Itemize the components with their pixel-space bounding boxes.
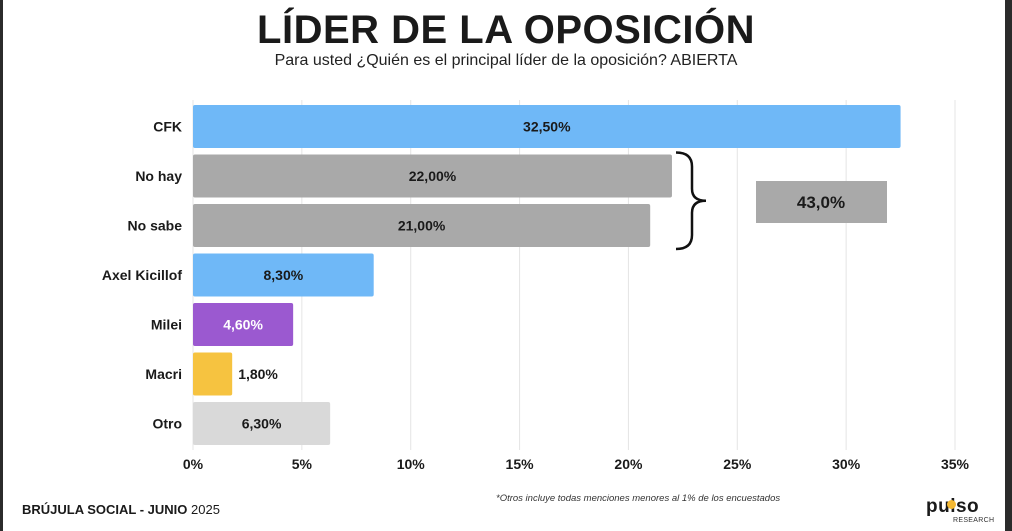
x-tick-label: 15% — [506, 456, 535, 472]
category-label: No sabe — [128, 218, 183, 234]
chart-subtitle: Para usted ¿Quién es el principal líder … — [274, 52, 738, 69]
value-label: 8,30% — [263, 267, 303, 283]
category-label: Milei — [151, 317, 182, 333]
x-tick-label: 35% — [941, 456, 970, 472]
category-label: Otro — [152, 416, 182, 432]
x-tick-label: 30% — [832, 456, 861, 472]
value-label: 32,50% — [523, 119, 571, 135]
pulso-logo: pulso RESEARCH — [926, 496, 996, 528]
frame-right-border — [1005, 0, 1012, 531]
category-label: CFK — [153, 119, 182, 135]
value-label: 22,00% — [409, 168, 457, 184]
x-tick-label: 0% — [183, 456, 204, 472]
bar-4 — [193, 303, 294, 346]
bar-1 — [193, 154, 672, 198]
category-label: Axel Kicillof — [102, 267, 182, 283]
logo-dot-icon — [947, 500, 956, 509]
x-tick-label: 25% — [723, 456, 752, 472]
frame-left-border — [0, 0, 3, 531]
category-label: Macri — [145, 366, 182, 382]
value-label: 21,00% — [398, 218, 446, 234]
bar-6 — [193, 402, 331, 445]
footer-year: 2025 — [191, 502, 220, 517]
annotation-label: 43,0% — [797, 193, 845, 212]
bar-5 — [193, 352, 233, 396]
bar-2 — [193, 204, 651, 247]
footer-source-text: BRÚJULA SOCIAL - JUNIO — [22, 502, 188, 517]
x-tick-label: 10% — [397, 456, 426, 472]
value-label: 6,30% — [242, 416, 282, 432]
value-label: 1,80% — [238, 366, 278, 382]
logo-subtext: RESEARCH — [953, 517, 995, 524]
chart-title: LÍDER DE LA OPOSICIÓN — [257, 8, 755, 52]
bar-0 — [193, 105, 901, 148]
footnote: *Otros incluye todas menciones menores a… — [496, 493, 781, 504]
category-label: No hay — [135, 168, 182, 184]
value-label: 4,60% — [223, 317, 263, 333]
footer-source: BRÚJULA SOCIAL - JUNIO 2025 — [22, 502, 220, 517]
group-brace — [675, 151, 707, 251]
x-tick-label: 20% — [614, 456, 643, 472]
annotation-box — [756, 181, 887, 223]
x-tick-label: 5% — [292, 456, 313, 472]
bar-3 — [193, 253, 374, 297]
